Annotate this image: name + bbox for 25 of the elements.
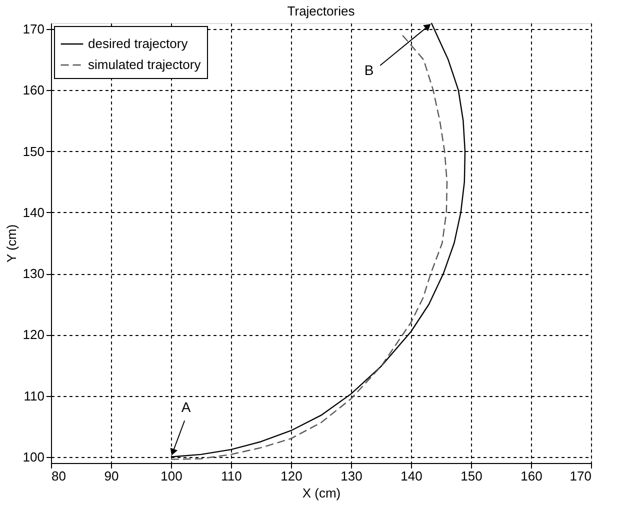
x-tick-label: 100 — [160, 468, 182, 484]
y-tick-label: 140 — [22, 204, 44, 220]
y-tick-label: 170 — [22, 22, 44, 37]
x-tick-label: 90 — [104, 468, 119, 484]
y-tick-label: 110 — [24, 388, 44, 404]
legend-label: desired trajectory — [88, 36, 188, 51]
x-tick-label: 80 — [52, 468, 66, 484]
y-tick-label: 160 — [22, 82, 44, 98]
x-tick-label: 170 — [570, 468, 592, 484]
x-tick-label: 110 — [221, 468, 242, 484]
y-tick-label: 130 — [22, 266, 44, 282]
annotation: B — [364, 62, 374, 78]
x-tick-label: 140 — [400, 468, 422, 484]
x-tick-label: 130 — [340, 468, 362, 484]
y-tick-label: 120 — [22, 327, 44, 342]
chart-title: Trajectories — [287, 3, 356, 18]
x-tick-label: 150 — [460, 468, 482, 484]
x-axis-title: X (cm) — [302, 486, 341, 500]
annotation: A — [181, 398, 192, 415]
y-axis-title: Y (cm) — [4, 224, 19, 263]
legend-label: simulated trajectory — [88, 57, 202, 72]
x-tick-label: 160 — [520, 468, 542, 484]
x-tick-label: 120 — [280, 468, 302, 484]
y-tick-label: 100 — [22, 449, 44, 464]
y-tick-label: 150 — [22, 144, 44, 159]
